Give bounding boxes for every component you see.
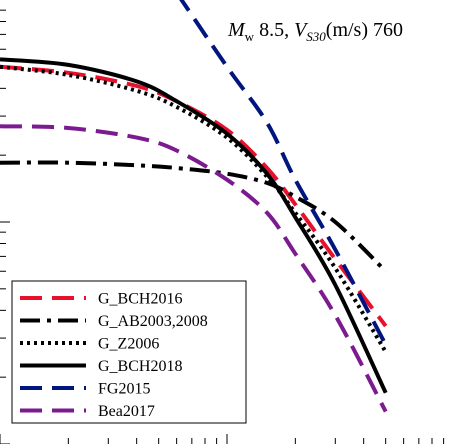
axis-ticks (0, 9, 445, 444)
legend-label-g-z2006: G_Z2006 (98, 336, 159, 353)
series-line-bea2017 (0, 124, 388, 413)
title-v: V (294, 19, 309, 41)
title-vs30: (m/s) 760 (326, 19, 403, 41)
title-m-sub: w (245, 29, 255, 44)
legend-box (11, 280, 247, 424)
series-layer (0, 0, 388, 413)
series-line-fg2015 (179, 0, 388, 346)
chart-title: Mw 8.5, VS30(m/s) 760 (227, 19, 403, 44)
title-m: M (227, 19, 246, 41)
title-magnitude: 8.5, (254, 19, 294, 41)
legend: G_BCH2016 G_AB2003,2008 G_Z2006 G_BCH2018 FG… (11, 280, 247, 424)
series-line-g-z2006 (0, 64, 388, 353)
title-v-sub: S30 (306, 29, 326, 44)
legend-label-bea2017: Bea2017 (98, 403, 155, 420)
legend-label-g-ab2003-2008: G_AB2003,2008 (98, 313, 208, 330)
legend-label-g-bch2016: G_BCH2016 (98, 291, 182, 308)
series-line-g-bch2016 (0, 64, 388, 328)
legend-label-g-bch2018: G_BCH2018 (98, 358, 182, 375)
series-line-g-bch2018 (0, 57, 388, 394)
series-line-g-ab2003-2008 (0, 160, 388, 273)
legend-label-fg2015: FG2015 (98, 381, 150, 398)
